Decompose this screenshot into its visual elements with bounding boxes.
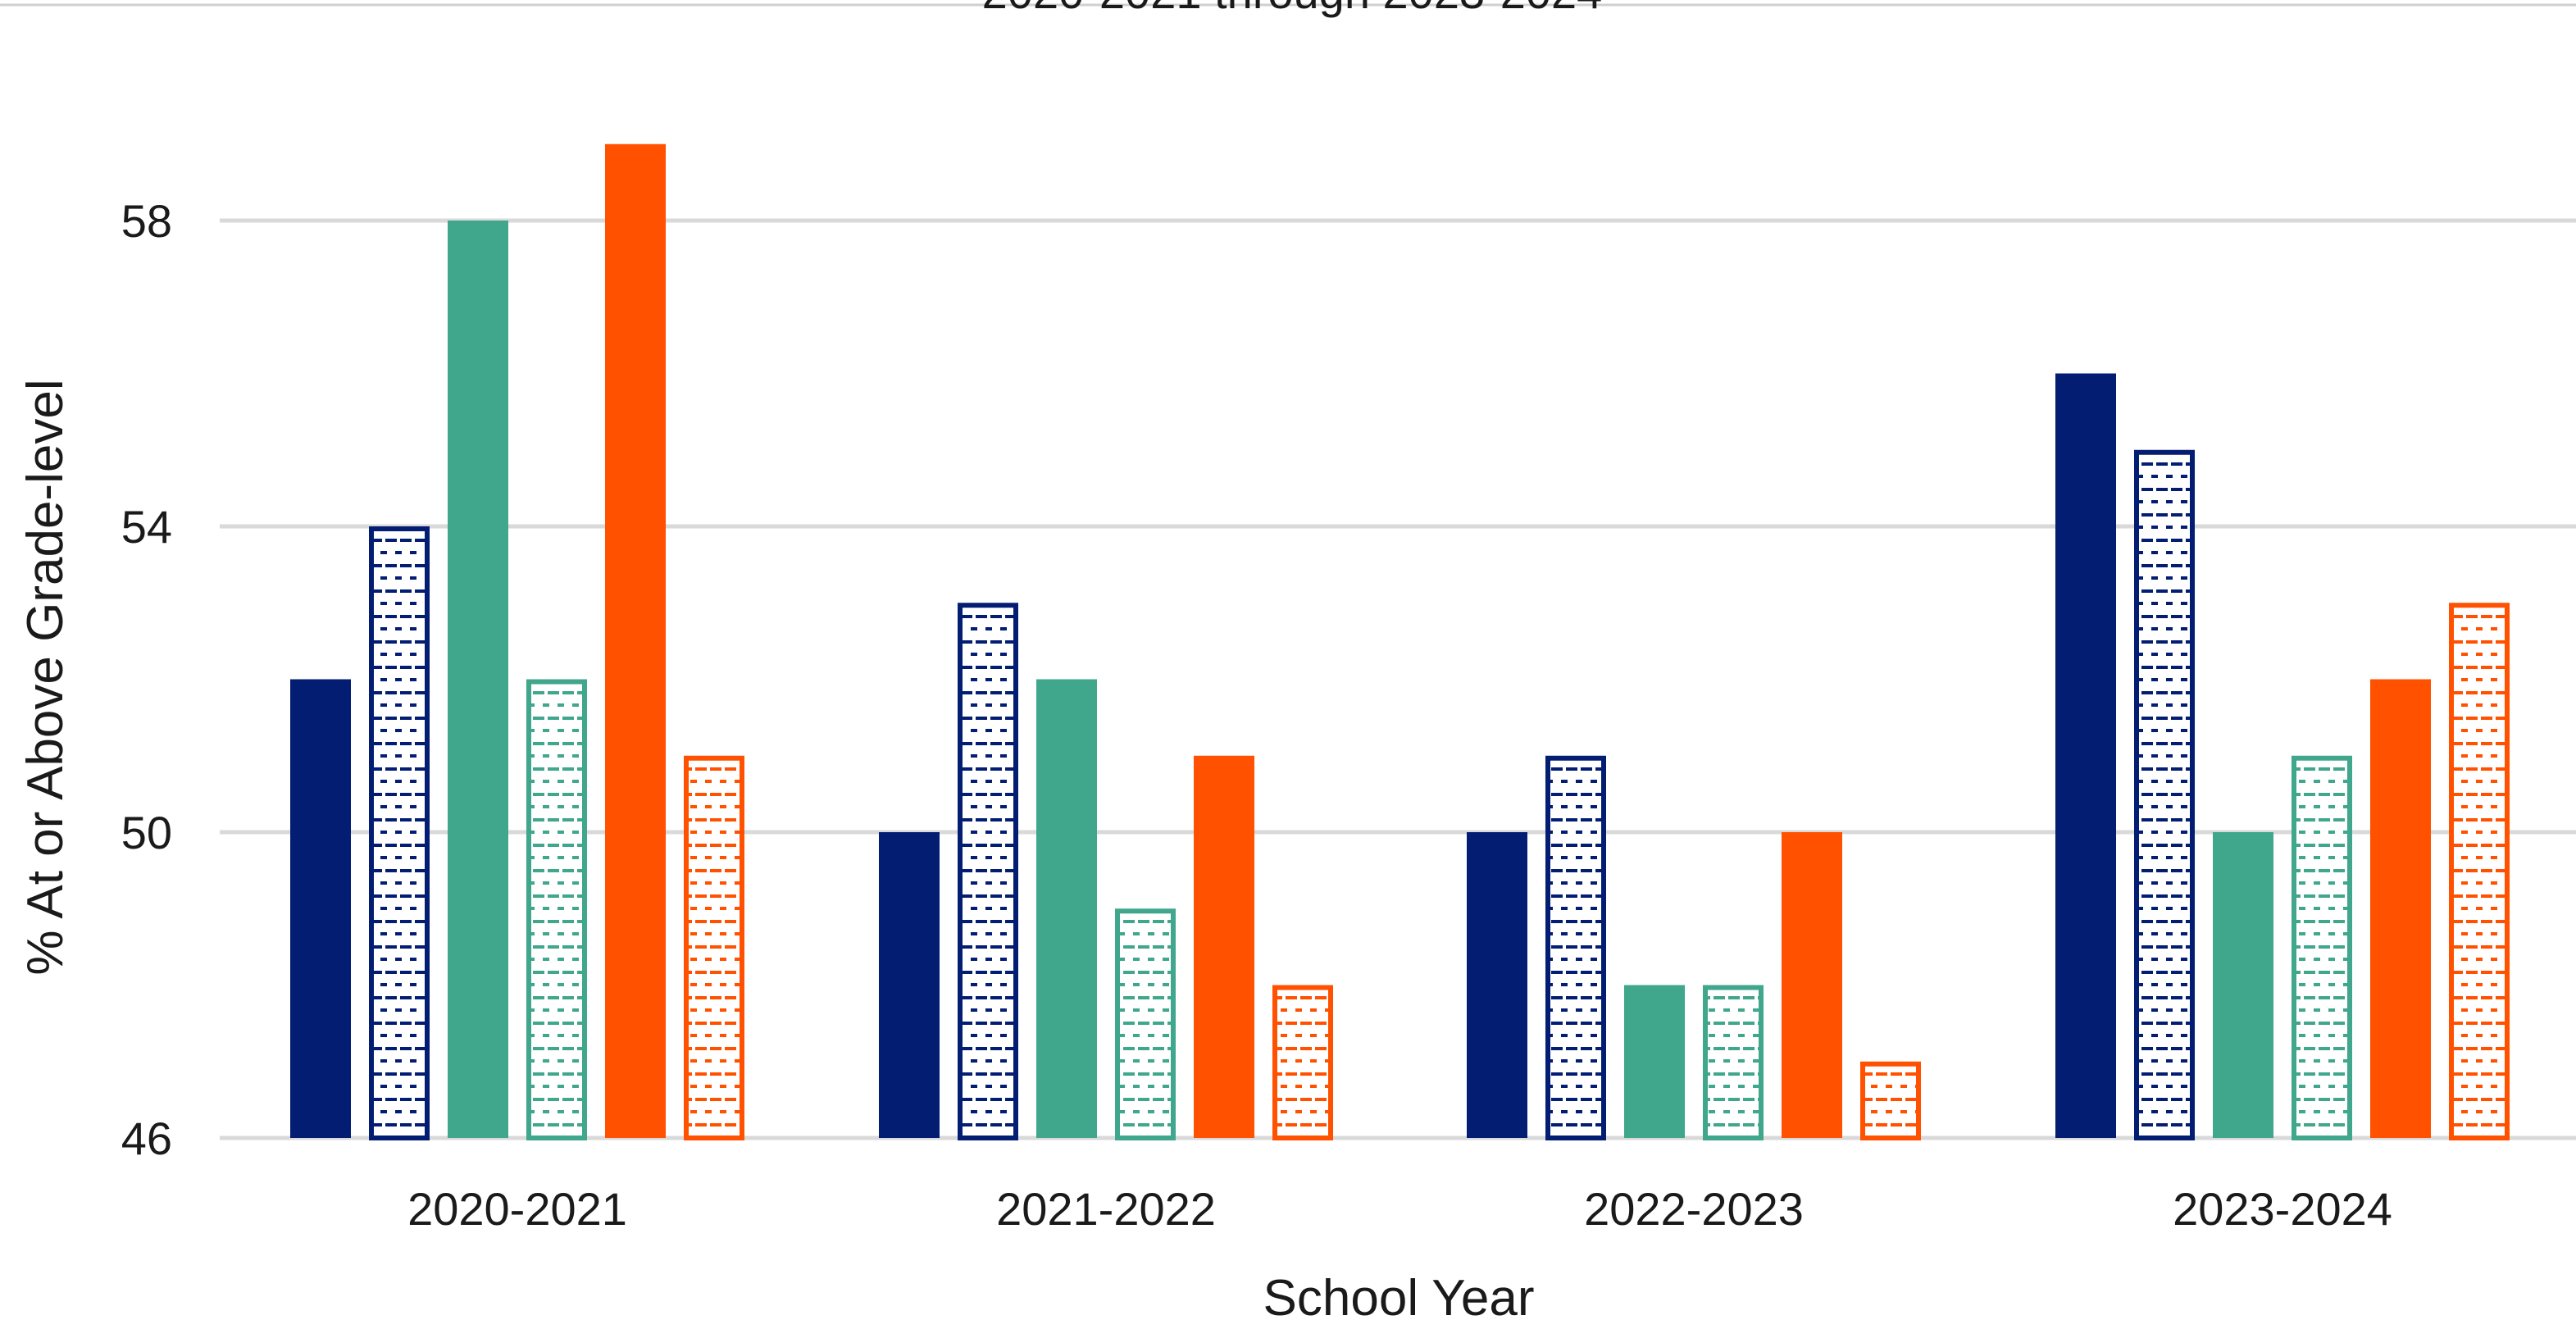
x-tick-label-2022-2023: 2022-2023 [1584, 1183, 1804, 1235]
x-axis-ticks: 2020-2021 2021-2022 2022-2023 2023-2024 [407, 1183, 2392, 1235]
x-tick-label-2021-2022: 2021-2022 [996, 1183, 1216, 1235]
y-tick-label-54: 54 [121, 501, 172, 553]
x-tick-label-2020-2021: 2020-2021 [407, 1183, 627, 1235]
bar-2023-2024-series-5 [2370, 679, 2431, 1138]
y-axis-title: % At or Above Grade-level [17, 379, 74, 975]
bar-2020-2021-series-1 [290, 679, 351, 1138]
bar-2022-2023-series-3 [1624, 985, 1685, 1138]
bar-2022-2023-series-2 [1545, 755, 1606, 1140]
bar-2021-2022-series-4 [1115, 908, 1176, 1140]
y-tick-label-58: 58 [121, 195, 172, 247]
bar-2020-2021-series-4 [526, 679, 587, 1140]
bar-2022-2023-series-5 [1782, 832, 1842, 1138]
y-tick-label-50: 50 [121, 807, 172, 858]
x-axis-title: School Year [1263, 1270, 1535, 1327]
bar-2020-2021-series-6 [684, 755, 744, 1140]
bar-2022-2023-series-4 [1703, 985, 1764, 1140]
chart-title: 2020-2021 through 2023-2024 [982, 0, 1603, 18]
bar-2022-2023-series-1 [1467, 832, 1527, 1138]
bar-2023-2024-series-4 [2292, 755, 2352, 1140]
bar-2020-2021-series-3 [448, 221, 508, 1138]
bars [290, 143, 2510, 1140]
bar-2023-2024-series-6 [2449, 603, 2510, 1140]
bar-2020-2021-series-5 [605, 143, 666, 1138]
bar-2023-2024-series-1 [2055, 373, 2116, 1138]
bar-2023-2024-series-2 [2134, 449, 2195, 1140]
x-tick-label-2023-2024: 2023-2024 [2173, 1183, 2392, 1235]
bar-2021-2022-series-3 [1036, 679, 1097, 1138]
y-axis-ticks: 46 50 54 58 [121, 195, 172, 1164]
bar-2020-2021-series-2 [369, 526, 430, 1140]
bar-2023-2024-series-3 [2213, 832, 2273, 1138]
bar-2022-2023-series-6 [1860, 1061, 1921, 1140]
bar-2021-2022-series-2 [958, 603, 1018, 1140]
y-tick-label-46: 46 [121, 1113, 172, 1164]
bar-2021-2022-series-1 [879, 832, 940, 1138]
bar-2021-2022-series-5 [1194, 755, 1254, 1138]
bar-2021-2022-series-6 [1272, 985, 1333, 1140]
